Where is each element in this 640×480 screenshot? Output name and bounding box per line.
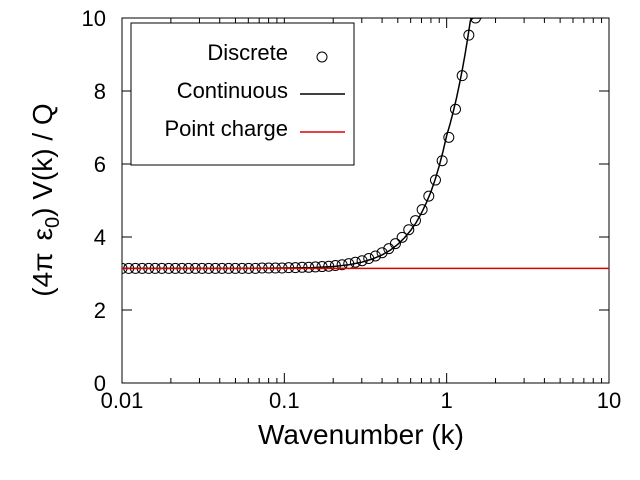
series-discrete-point (409, 215, 421, 227)
series-discrete-point (429, 174, 441, 186)
x-tick-label: 0.1 (269, 388, 300, 413)
series-discrete-point (403, 224, 415, 236)
legend-label-discrete: Discrete (207, 40, 288, 65)
legend: Discrete Continuous Point charge (130, 22, 355, 166)
y-tick-label: 6 (94, 152, 106, 177)
series-continuous-line (122, 18, 482, 270)
y-axis-label-prefix: (4 (27, 272, 58, 297)
x-tick-label: 10 (597, 388, 621, 413)
series-discrete-point (443, 131, 455, 143)
y-axis-label: (4πε0) V(k) / Q (27, 103, 64, 296)
y-tick-label: 0 (94, 371, 106, 396)
y-axis-label-epsilon: ε (27, 228, 58, 240)
series-discrete-point (470, 18, 482, 24)
axes: 0.01 0.1 1 10 0 2 4 6 8 10 (82, 6, 622, 413)
y-tick-label: 8 (94, 79, 106, 104)
y-axis-label-subscript: 0 (42, 217, 64, 228)
x-axis-label: Wavenumber (k) (258, 419, 464, 450)
y-tick-label: 2 (94, 298, 106, 323)
x-tick-label: 0.01 (101, 388, 144, 413)
legend-label-point-charge: Point charge (164, 116, 288, 141)
legend-label-continuous: Continuous (177, 78, 288, 103)
series-layer (122, 18, 609, 274)
y-axis-label-pi: π (27, 252, 58, 271)
y-tick-label: 4 (94, 225, 106, 250)
y-axis-label-suffix: ) V(k) / Q (27, 103, 58, 217)
x-tick-label: 1 (441, 388, 453, 413)
y-tick-label: 10 (82, 6, 106, 31)
series-discrete-point (389, 238, 401, 250)
series-discrete-point (416, 204, 428, 216)
series-discrete-point (449, 103, 461, 115)
legend-swatch-discrete (316, 51, 328, 63)
series-discrete-point (423, 190, 435, 202)
plot-frame (121, 17, 610, 384)
series-discrete-point (396, 231, 408, 243)
